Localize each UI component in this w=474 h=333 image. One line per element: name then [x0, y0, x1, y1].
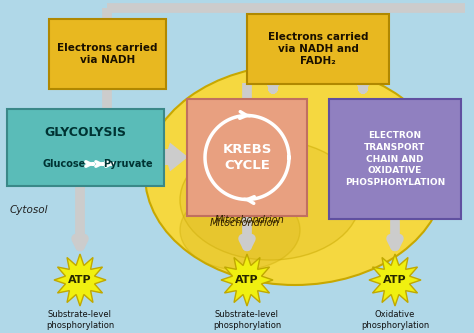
- Polygon shape: [221, 254, 273, 306]
- Text: Electrons carried
via NADH and
FADH₂: Electrons carried via NADH and FADH₂: [268, 32, 368, 66]
- FancyBboxPatch shape: [329, 99, 461, 219]
- Text: Cytosol: Cytosol: [10, 205, 48, 215]
- Text: ELECTRON
TRANSPORT
CHAIN AND
OXIDATIVE
PHOSPHORYLATION: ELECTRON TRANSPORT CHAIN AND OXIDATIVE P…: [345, 131, 445, 187]
- Text: Substrate-level
phosphorylation: Substrate-level phosphorylation: [213, 310, 281, 330]
- Text: Substrate-level
phosphorylation: Substrate-level phosphorylation: [46, 310, 114, 330]
- Text: Mitochondrion: Mitochondrion: [215, 215, 285, 225]
- Text: Mitochondrion: Mitochondrion: [210, 218, 280, 228]
- Text: GLYCOLYSIS: GLYCOLYSIS: [45, 126, 127, 139]
- FancyBboxPatch shape: [247, 14, 389, 84]
- Text: Electrons carried
via NADH: Electrons carried via NADH: [57, 43, 158, 65]
- Text: ATP: ATP: [383, 275, 407, 285]
- Polygon shape: [369, 254, 421, 306]
- Ellipse shape: [145, 65, 445, 285]
- FancyBboxPatch shape: [7, 109, 164, 186]
- Text: Pyruvate: Pyruvate: [103, 159, 153, 169]
- FancyBboxPatch shape: [187, 99, 307, 216]
- Ellipse shape: [180, 140, 360, 260]
- Polygon shape: [163, 143, 188, 171]
- Text: ATP: ATP: [235, 275, 259, 285]
- FancyBboxPatch shape: [49, 19, 166, 89]
- Text: ATP: ATP: [68, 275, 92, 285]
- Ellipse shape: [180, 190, 300, 270]
- Text: Oxidative
phosphorylation: Oxidative phosphorylation: [361, 310, 429, 330]
- Polygon shape: [54, 254, 106, 306]
- Text: KREBS
CYCLE: KREBS CYCLE: [222, 143, 272, 172]
- Text: Glucose: Glucose: [42, 159, 85, 169]
